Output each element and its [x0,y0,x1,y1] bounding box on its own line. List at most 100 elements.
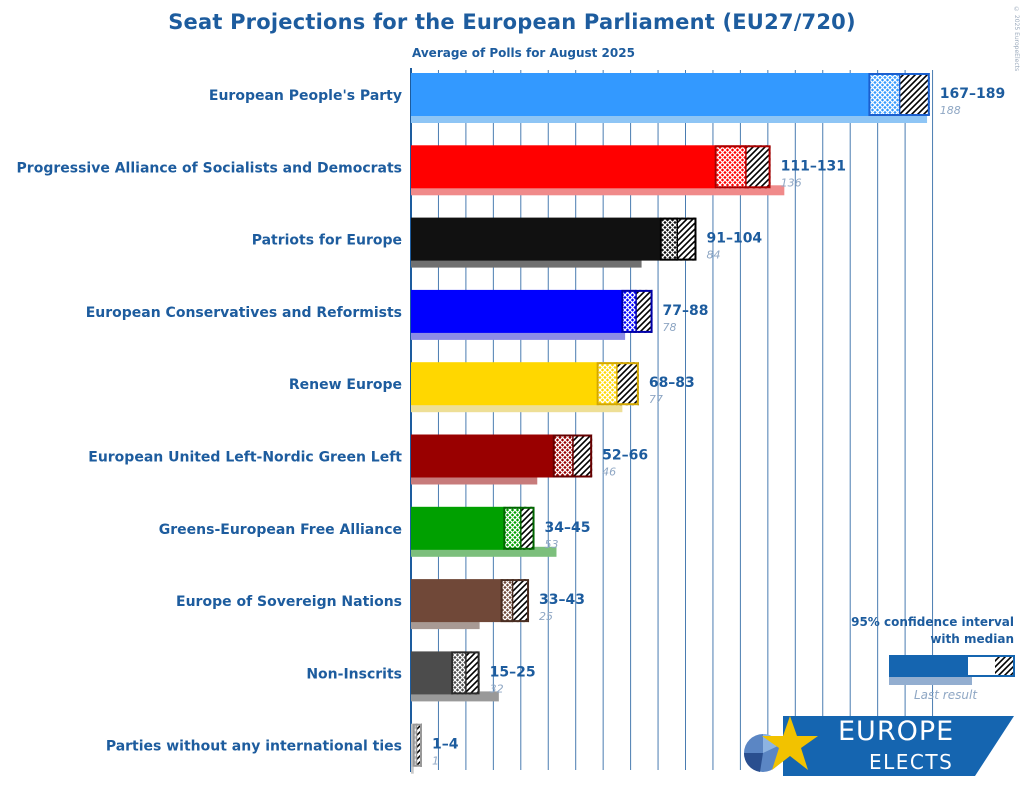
ci-upper-hatch [899,73,930,116]
projection-bar [411,289,623,333]
ci-upper-segment [677,217,697,261]
chart-subtitle: Average of Polls for August 2025 [412,46,635,60]
ci-upper-hatch [616,362,639,406]
projection-bar [411,434,554,478]
last-result-label: 1 [432,755,439,768]
party-label: Non-Inscrits [306,666,402,682]
ci-upper-segment [416,723,422,767]
ci-lower-hatch [413,723,417,767]
ci-upper-segment [616,362,639,406]
logo-pie-slice [743,753,763,772]
projection-bar [411,579,502,623]
party-label: Europe of Sovereign Nations [176,594,402,610]
last-result-bar [411,329,626,340]
ci-lower-hatch [622,289,637,333]
projection-bar [411,506,505,550]
projection-bar [411,145,716,189]
party-label: European United Left-Nordic Green Left [88,450,402,466]
europe-elects-logo [743,716,1014,776]
legend-ci-outline [966,655,1015,677]
last-result-bar [411,402,623,413]
last-result-bar [411,763,414,774]
legend-cross-hatch [967,655,995,677]
projection-bar [411,73,870,116]
party-label: European Conservatives and Reformists [86,305,402,321]
logo-text-elects: ELECTS [869,750,954,774]
ci-outline [500,579,530,623]
range-label: 52–66 [602,448,648,464]
last-result-bar [411,113,928,123]
range-label: 68–83 [649,375,695,391]
range-label: 33–43 [539,592,585,608]
projection-bar [411,723,414,767]
range-label: 111–131 [781,158,846,174]
ci-lower-hatch [501,579,513,623]
ci-upper-hatch [745,145,771,189]
ci-lower-hatch [553,434,573,478]
ci-outline [596,362,639,406]
legend-title: 95% confidence interval with median [824,614,1014,648]
ci-upper-segment [512,579,530,623]
last-result-label: 25 [539,610,553,623]
ci-upper-hatch [636,289,653,333]
last-result-label: 53 [545,538,559,551]
logo-banner [783,716,1014,776]
party-label: Greens-European Free Alliance [159,522,402,538]
copyright-notice: © 2025 EuropeElects [1013,6,1020,72]
ci-lower-hatch [504,506,521,550]
ci-upper-segment [520,506,535,550]
bars [411,73,930,774]
ci-outline [659,217,697,261]
legend-last-result-swatch [889,675,972,685]
range-label: 91–104 [706,231,762,247]
last-result-bar [411,185,785,196]
ci-lower-hatch [660,217,678,261]
ci-upper-segment [899,73,930,116]
ci-upper-hatch [572,434,593,478]
ci-lower-hatch [715,145,746,189]
party-label: Renew Europe [289,377,402,393]
last-result-label: 84 [706,249,720,262]
last-result-label: 136 [781,176,802,189]
ci-outline [412,723,422,767]
ci-upper-hatch [520,506,535,550]
range-label: 15–25 [490,664,536,680]
ci-lower-hatch [452,651,466,695]
ci-upper-segment [465,651,480,695]
legend-title-line1: 95% confidence interval [851,615,1014,629]
legend [889,655,1015,685]
chart-title: Seat Projections for the European Parlia… [168,10,856,34]
logo-text-europe: EUROPE [838,716,955,747]
legend-last-result-label: Last result [914,688,978,702]
last-result-label: 46 [602,466,616,479]
last-result-bar [411,257,642,268]
last-result-label: 188 [940,104,961,117]
range-label: 167–189 [940,86,1005,102]
ci-upper-segment [636,289,653,333]
labels: European People's Party 167–189 188 Progres… [17,86,1006,768]
party-label: Progressive Alliance of Socialists and D… [17,160,402,176]
legend-diag-group [995,655,1014,677]
last-result-bar [411,691,499,702]
range-label: 77–88 [663,303,709,319]
projection-bar [411,651,453,695]
last-result-label: 77 [649,393,663,406]
ci-upper-hatch [512,579,530,623]
ci-upper-hatch [465,651,480,695]
last-result-label: 78 [663,321,677,334]
star-icon [762,716,818,770]
last-result-bar [411,474,538,485]
range-label: 1–4 [432,737,459,753]
party-label: Patriots for Europe [252,233,402,249]
range-label: 34–45 [545,520,591,536]
last-result-bar [411,546,557,557]
last-result-bar [411,619,480,630]
ci-outline [621,289,653,333]
ci-upper-segment [745,145,771,189]
legend-title-line2: with median [930,632,1014,646]
ci-upper-hatch [677,217,697,261]
ci-outline [503,506,535,550]
ci-lower-hatch [869,73,900,116]
ci-upper-segment [572,434,593,478]
